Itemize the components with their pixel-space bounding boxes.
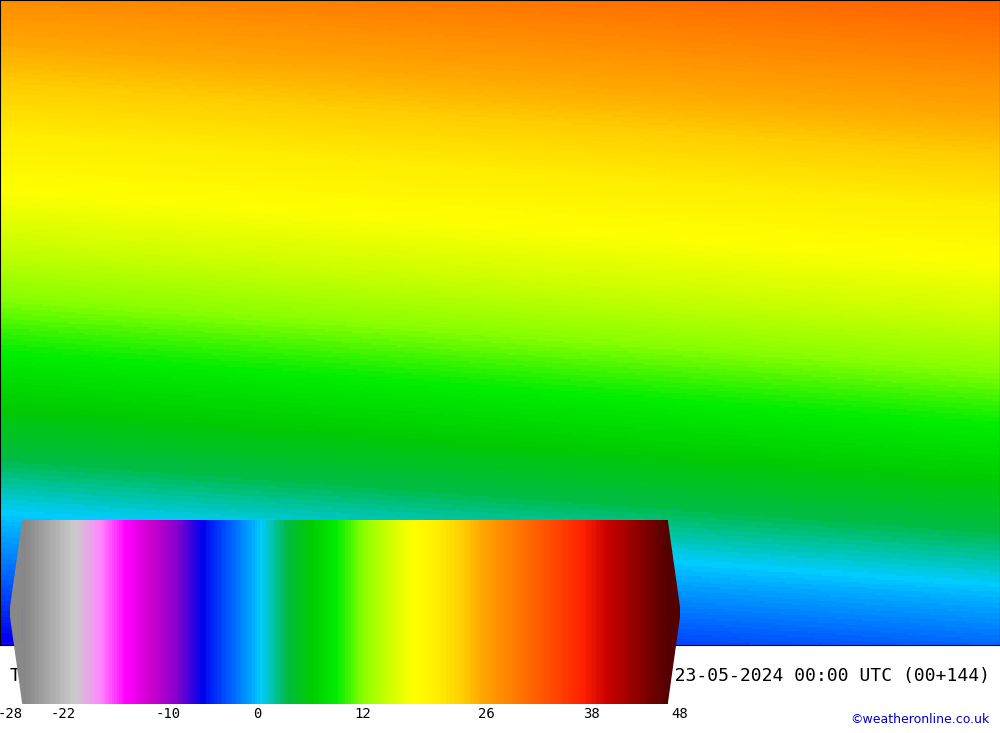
Text: -10: -10 — [156, 707, 181, 721]
Text: Temperature (2m) [°C] ECMWF: Temperature (2m) [°C] ECMWF — [10, 667, 304, 685]
Text: 38: 38 — [583, 707, 600, 721]
Text: 48: 48 — [672, 707, 688, 721]
Polygon shape — [667, 520, 680, 704]
Text: -22: -22 — [50, 707, 75, 721]
Text: Th 23-05-2024 00:00 UTC (00+144): Th 23-05-2024 00:00 UTC (00+144) — [642, 667, 990, 685]
Polygon shape — [10, 520, 23, 704]
Text: 0: 0 — [253, 707, 261, 721]
Text: 26: 26 — [478, 707, 494, 721]
Text: -28: -28 — [0, 707, 23, 721]
Text: ©weatheronline.co.uk: ©weatheronline.co.uk — [851, 713, 990, 726]
Text: 12: 12 — [354, 707, 371, 721]
